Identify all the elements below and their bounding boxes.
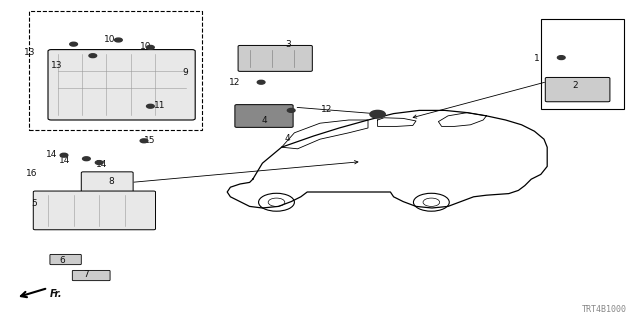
Circle shape [257, 80, 265, 84]
Text: 10: 10 [104, 35, 116, 44]
Circle shape [147, 45, 154, 49]
Text: 14: 14 [59, 156, 70, 165]
Circle shape [115, 38, 122, 42]
FancyBboxPatch shape [545, 77, 610, 102]
Circle shape [95, 161, 103, 164]
Circle shape [70, 42, 77, 46]
Text: Fr.: Fr. [50, 289, 63, 299]
Text: 6: 6 [60, 256, 65, 265]
Text: 14: 14 [46, 150, 58, 159]
FancyBboxPatch shape [50, 254, 81, 265]
Circle shape [83, 157, 90, 161]
Text: 4: 4 [285, 134, 291, 143]
Text: 4: 4 [261, 116, 267, 124]
Bar [29, 11, 202, 130]
FancyBboxPatch shape [72, 270, 110, 281]
FancyBboxPatch shape [235, 105, 293, 127]
Circle shape [370, 110, 385, 118]
Text: 16: 16 [26, 169, 37, 178]
Text: 12: 12 [321, 105, 333, 114]
Text: 10: 10 [140, 42, 151, 51]
Circle shape [287, 108, 295, 112]
Text: 11: 11 [154, 101, 165, 110]
Text: 12: 12 [228, 78, 240, 87]
Text: 8: 8 [109, 177, 115, 186]
Circle shape [140, 139, 148, 143]
Circle shape [89, 54, 97, 58]
Bar [541, 19, 624, 109]
Text: 15: 15 [144, 136, 156, 145]
Circle shape [60, 153, 68, 157]
FancyBboxPatch shape [33, 191, 156, 230]
Text: 13: 13 [24, 48, 36, 57]
Text: 9: 9 [182, 68, 188, 76]
Text: TRT4B1000: TRT4B1000 [582, 305, 627, 314]
Circle shape [557, 56, 565, 60]
Text: 5: 5 [31, 199, 37, 208]
Text: 2: 2 [573, 81, 579, 90]
Text: 14: 14 [96, 160, 108, 169]
Text: 13: 13 [51, 61, 63, 70]
FancyBboxPatch shape [81, 172, 133, 195]
Text: 7: 7 [83, 270, 89, 279]
Circle shape [147, 104, 154, 108]
Text: 3: 3 [285, 40, 291, 49]
Text: 1: 1 [534, 54, 540, 63]
FancyBboxPatch shape [238, 45, 312, 71]
FancyBboxPatch shape [48, 50, 195, 120]
